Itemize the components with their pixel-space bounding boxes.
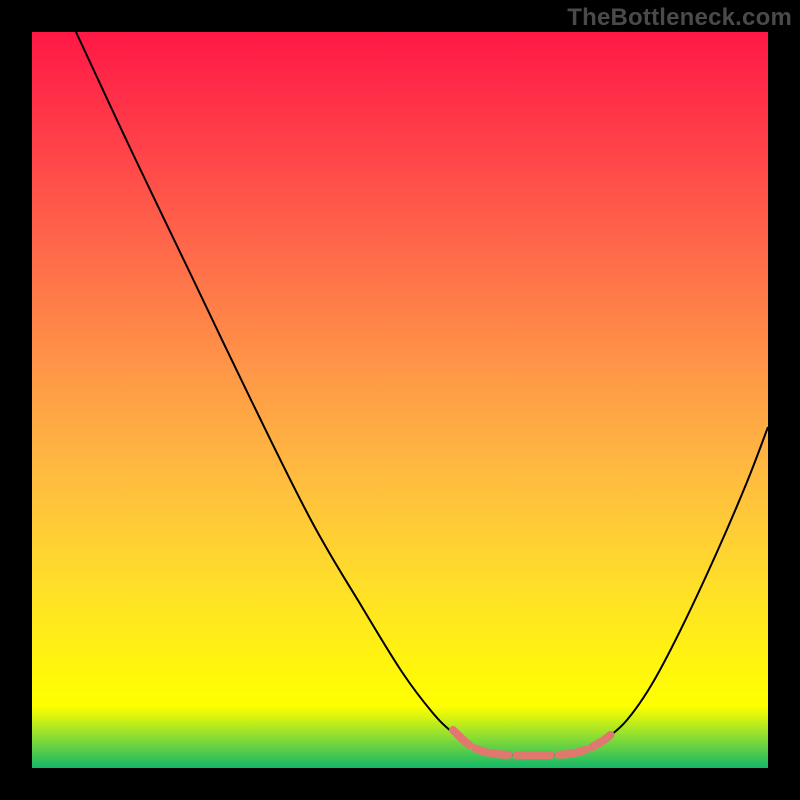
chart-svg bbox=[0, 0, 800, 800]
chart-frame: TheBottleneck.com bbox=[0, 0, 800, 800]
watermark-text: TheBottleneck.com bbox=[567, 4, 792, 32]
plot-area bbox=[32, 32, 768, 768]
